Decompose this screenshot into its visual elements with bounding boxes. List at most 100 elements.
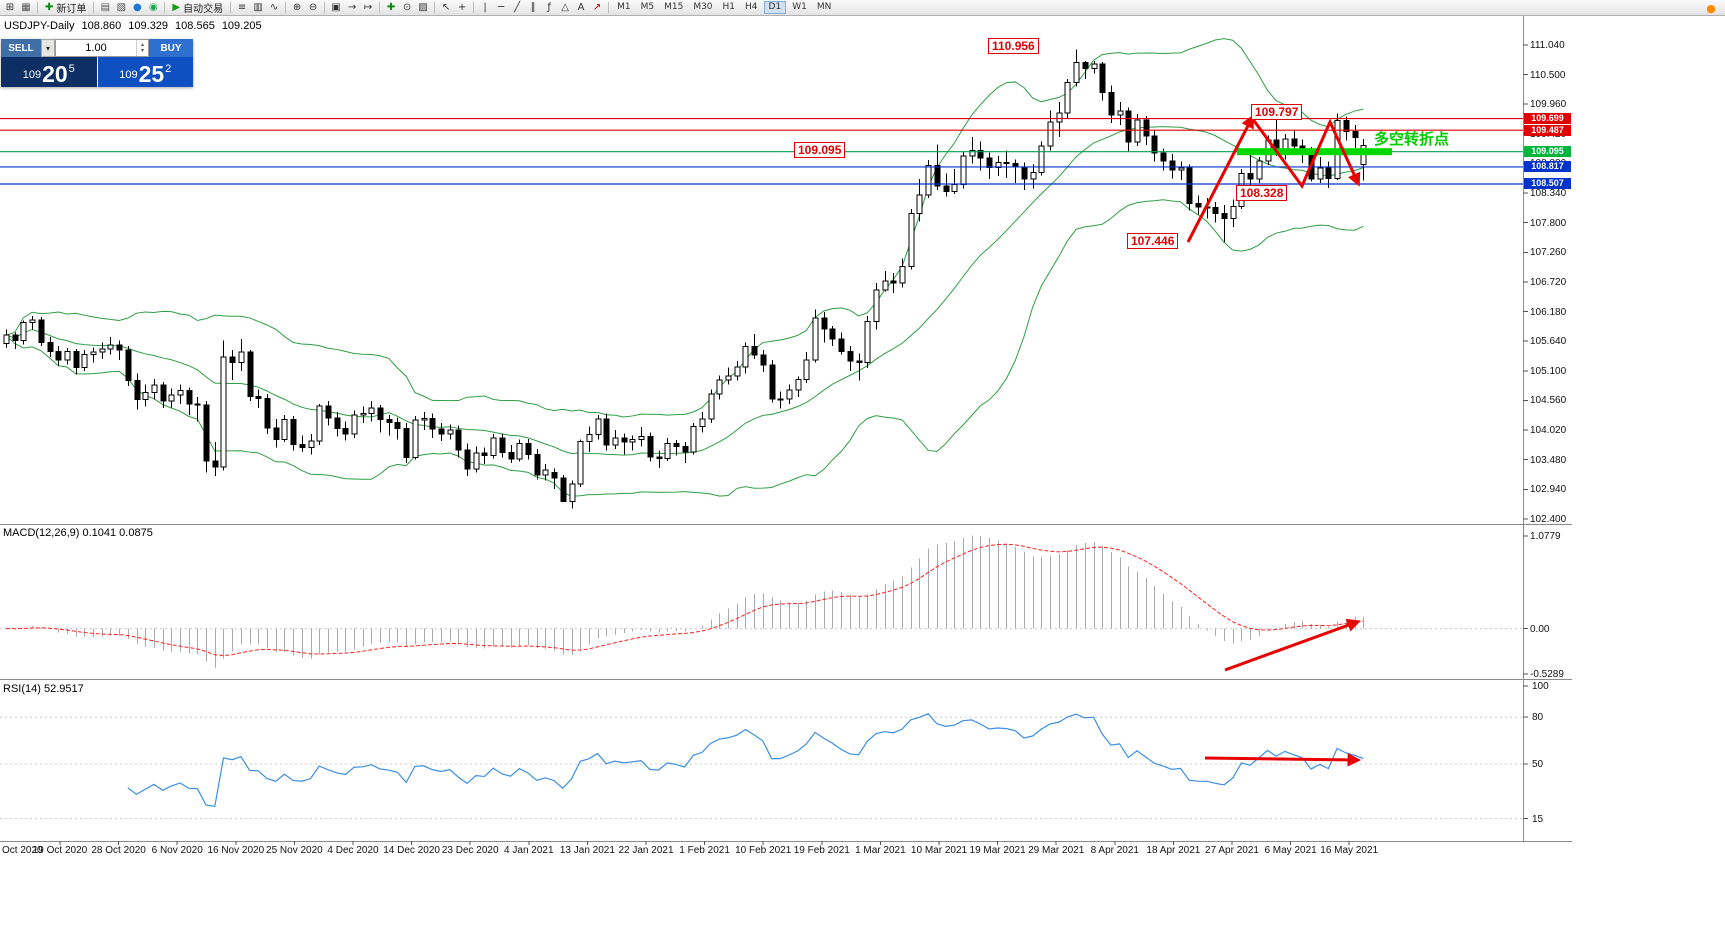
- arrow-tool-icon[interactable]: ↗: [592, 1, 602, 13]
- turning-point-note[interactable]: 多空转折点: [1374, 131, 1450, 148]
- new-order-button-label: 新订单: [56, 4, 87, 15]
- time-axis-label: 22 Jan 2021: [618, 845, 674, 856]
- volume-down-icon[interactable]: ▾: [140, 48, 144, 54]
- timeframe-M30[interactable]: M30: [693, 2, 713, 12]
- time-axis-label: 1 Mar 2021: [855, 845, 906, 856]
- time-axis-label: 25 Nov 2020: [266, 845, 323, 856]
- ohlc-open: 108.860: [81, 20, 122, 32]
- sell-button[interactable]: SELL: [1, 39, 41, 57]
- price-annotation[interactable]: 109.797: [1251, 104, 1303, 120]
- templates-icon[interactable]: ▨: [418, 1, 428, 13]
- time-axis-label: 18 Apr 2021: [1146, 845, 1201, 856]
- highlight-bar[interactable]: [1237, 148, 1392, 156]
- price-tick-label: 109.960: [1530, 99, 1567, 111]
- volume-up-icon[interactable]: ▴: [140, 42, 144, 48]
- community-ball-icon[interactable]: ●: [133, 1, 142, 13]
- auto-trading-button-icon: ▶: [172, 2, 181, 13]
- bars-chart-icon[interactable]: ≡: [237, 1, 247, 13]
- timeframe-D1[interactable]: D1: [763, 1, 787, 14]
- buy-price-display[interactable]: 109 25 2: [97, 57, 193, 87]
- price-tick-label: 106.720: [1530, 276, 1567, 288]
- new-order-button[interactable]: ✚ 新订单: [41, 1, 90, 15]
- rsi-axis-label: 50: [1532, 759, 1544, 770]
- toolbar-separator: [37, 2, 38, 13]
- timeframe-M15[interactable]: M15: [664, 2, 684, 12]
- trade-options-caret-icon[interactable]: ▾: [41, 39, 55, 57]
- volume-stepper[interactable]: ▴ ▾: [136, 40, 148, 56]
- timeframe-H1[interactable]: H1: [722, 2, 736, 12]
- volume-field[interactable]: 1.00 ▴ ▾: [55, 39, 149, 57]
- toolbar-separator: [93, 2, 95, 13]
- line-chart-icon[interactable]: ∿: [269, 1, 279, 13]
- chart-shift-icon[interactable]: ↦: [363, 1, 373, 13]
- toolbar-separator: [230, 2, 232, 13]
- zoom-out-icon[interactable]: ⊖: [308, 1, 318, 13]
- macd-histogram: [15, 535, 1364, 668]
- text-icon[interactable]: A: [577, 1, 585, 13]
- candlestick-chart-icon[interactable]: ▥: [253, 1, 263, 13]
- symbol-label: USDJPY-Daily: [4, 20, 75, 32]
- time-axis-label: 19 Feb 2021: [793, 845, 850, 856]
- support-icon[interactable]: ◉: [149, 1, 158, 13]
- zigzag-arrow[interactable]: [1250, 117, 1361, 189]
- shapes-icon[interactable]: △: [561, 1, 569, 13]
- buy-price-base: 109: [119, 69, 138, 81]
- fibonacci-icon[interactable]: ƒ: [547, 1, 551, 13]
- horizontal-line-icon[interactable]: ─: [498, 1, 505, 13]
- toolbar-separator: [379, 2, 381, 13]
- print-icon[interactable]: ▤: [100, 1, 111, 13]
- sell-price-display[interactable]: 109 20 5: [1, 57, 97, 87]
- account-icon[interactable]: ●: [1706, 1, 1716, 15]
- buy-button[interactable]: BUY: [149, 39, 193, 57]
- timeframe-H4[interactable]: H4: [745, 2, 758, 12]
- macd-signal-line: [5, 543, 1364, 656]
- profiles-icon[interactable]: ▦: [21, 1, 31, 13]
- time-axis-label: 6 Nov 2020: [151, 845, 203, 856]
- time-axis-label: 23 Dec 2020: [441, 845, 499, 856]
- price-annotation[interactable]: 107.446: [1127, 233, 1179, 249]
- macd-trend-arrow[interactable]: [1224, 618, 1361, 672]
- time-axis-label: Oct 2020: [2, 845, 43, 856]
- price-tick-label: 105.100: [1530, 365, 1567, 377]
- sell-price-fraction: 5: [68, 63, 75, 75]
- time-axis-label: 10 Mar 2021: [910, 845, 968, 856]
- cursor-icon[interactable]: ↖: [441, 1, 451, 13]
- time-axis-label: 19 Oct 2020: [32, 845, 88, 856]
- crosshair-icon[interactable]: +: [457, 1, 467, 13]
- price-annotation[interactable]: 109.095: [794, 142, 846, 158]
- price-tick-label: 102.940: [1530, 484, 1567, 496]
- preview-icon[interactable]: ▧: [116, 1, 127, 13]
- toolbar-separator: [164, 2, 166, 13]
- tile-windows-icon[interactable]: ▣: [331, 1, 341, 13]
- indicators-icon[interactable]: ✚: [386, 1, 396, 13]
- buy-price-fraction: 2: [165, 63, 172, 75]
- auto-scroll-icon[interactable]: →: [347, 1, 357, 13]
- price-tick-label: 105.640: [1530, 336, 1567, 348]
- price-annotation[interactable]: 108.328: [1236, 185, 1288, 201]
- time-axis-label: 10 Feb 2021: [735, 845, 792, 856]
- price-annotation[interactable]: 110.956: [988, 38, 1039, 54]
- timeframe-M1[interactable]: M1: [617, 2, 631, 12]
- new-chart-icon[interactable]: ⊞: [5, 1, 15, 13]
- timeframe-M5[interactable]: M5: [640, 2, 655, 12]
- auto-trading-button[interactable]: ▶ 自动交易: [168, 1, 227, 15]
- timeframe-W1[interactable]: W1: [792, 2, 807, 12]
- time-axis-label: 16 Nov 2020: [207, 845, 265, 856]
- time-axis-label: 8 Apr 2021: [1090, 845, 1139, 856]
- time-axis-label: 16 May 2021: [1320, 845, 1379, 856]
- zoom-in-icon[interactable]: ⊕: [292, 1, 302, 13]
- rsi-trend-arrow[interactable]: [1204, 753, 1362, 767]
- price-tick-label: 111.040: [1530, 40, 1565, 51]
- vertical-line-icon[interactable]: |: [483, 1, 487, 13]
- trendline-icon[interactable]: ╱: [514, 1, 521, 13]
- volume-value[interactable]: 1.00: [85, 42, 107, 54]
- rally-arrow[interactable]: [1186, 114, 1254, 243]
- macd-values: 0.1041 0.0875: [82, 527, 153, 539]
- periods-icon[interactable]: ⊙: [402, 1, 412, 13]
- one-click-trading-panel: SELL ▾ 1.00 ▴ ▾ BUY 109 20 5 109 25 2: [1, 39, 193, 87]
- channel-icon[interactable]: ∥: [530, 1, 536, 13]
- toolbar: ⊞ ▦ ✚ 新订单 ▤ ▧ ● ◉ ▶ 自动交易 ≡ ▥ ∿ ⊕ ⊖ ▣ → ↦ ✚ ⊙ ▨ ↖ + | ─ ╱ ∥ ƒ △ A ↗ M1 M5…: [0, 0, 1725, 16]
- timeframe-MN[interactable]: MN: [816, 2, 832, 12]
- ohlc-close: 109.205: [221, 20, 262, 32]
